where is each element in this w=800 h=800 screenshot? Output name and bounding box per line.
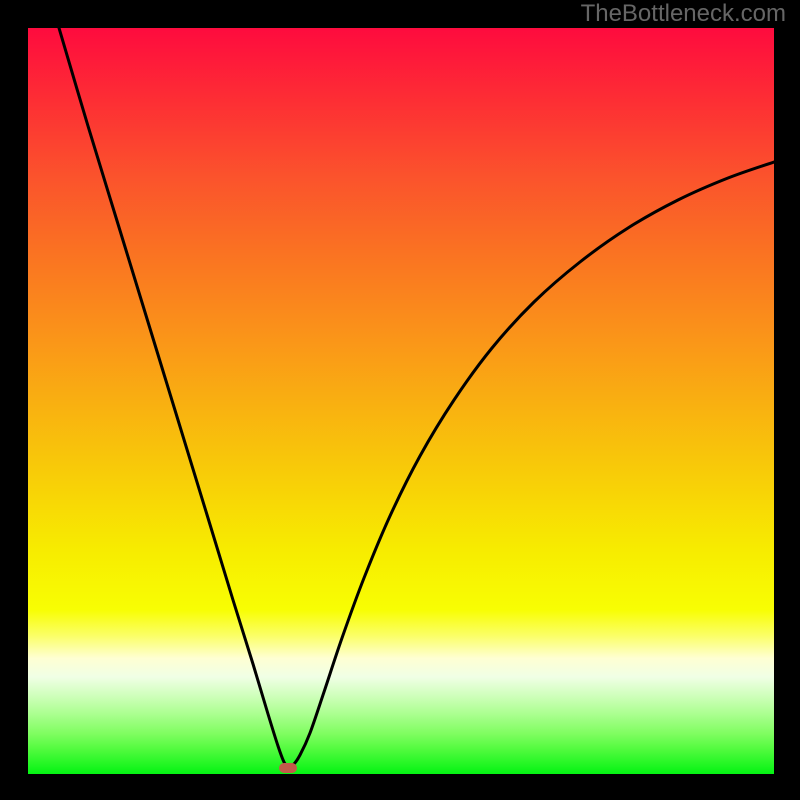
watermark-text: TheBottleneck.com: [581, 0, 786, 28]
gradient-background: [28, 28, 774, 774]
minimum-marker: [279, 763, 297, 773]
plot-svg: [28, 28, 774, 774]
plot-area: [28, 28, 774, 774]
